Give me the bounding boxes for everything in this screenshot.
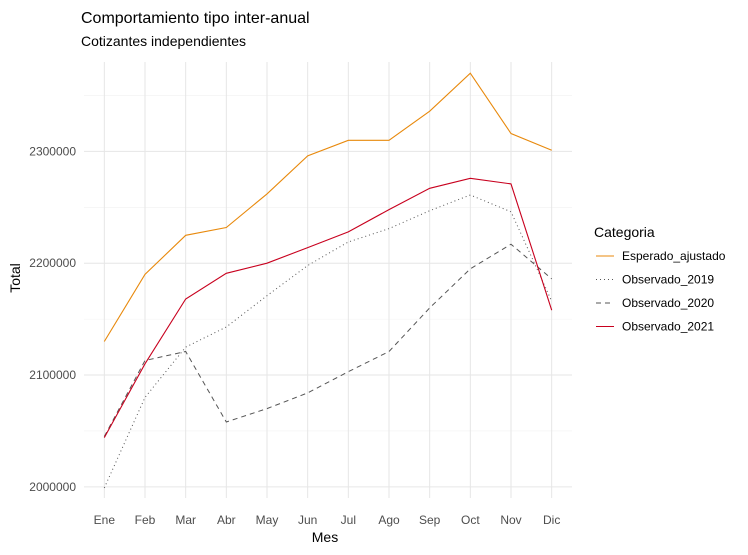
- x-tick-label: Sep: [419, 513, 441, 527]
- x-tick-label: Mar: [175, 513, 196, 527]
- x-tick-label: Abr: [217, 513, 236, 527]
- y-tick-label: 2100000: [29, 368, 76, 382]
- x-tick-label: Jul: [341, 513, 356, 527]
- legend-title: Categoria: [594, 224, 655, 240]
- legend-label: Observado_2020: [622, 296, 714, 310]
- x-tick-label: May: [256, 513, 279, 527]
- chart-subtitle: Cotizantes independientes: [81, 33, 246, 49]
- legend-label: Esperado_ajustado: [622, 249, 726, 263]
- x-tick-label: Ago: [378, 513, 400, 527]
- series-line-observado-2021: [103, 177, 553, 438]
- legend-label: Observado_2021: [622, 320, 714, 334]
- series-line-observado-2020: [103, 243, 553, 437]
- x-tick-label: Oct: [461, 513, 480, 527]
- series-line-esperado-ajustado: [103, 72, 552, 342]
- series-lines: [103, 72, 553, 489]
- legend: Categoria Esperado_ajustado Observado_201…: [594, 224, 726, 334]
- x-tick-label: Nov: [500, 513, 521, 527]
- x-tick-label: Dic: [543, 513, 560, 527]
- y-tick-label: 2000000: [29, 480, 76, 494]
- chart-title: Comportamiento tipo inter-anual: [81, 10, 310, 27]
- series-line-observado-2019: [103, 194, 553, 489]
- x-tick-label: Ene: [94, 513, 116, 527]
- y-tick-label: 2300000: [29, 144, 76, 158]
- axis-ticks: 2000000 2100000 2200000 2300000 Ene Feb Mar Abr…: [29, 144, 560, 527]
- grid: [84, 62, 572, 498]
- x-tick-label: Feb: [135, 513, 156, 527]
- y-tick-label: 2200000: [29, 256, 76, 270]
- x-tick-label: Jun: [298, 513, 317, 527]
- x-axis-label: Mes: [312, 529, 338, 545]
- y-axis-label: Total: [7, 263, 23, 293]
- legend-label: Observado_2019: [622, 273, 714, 287]
